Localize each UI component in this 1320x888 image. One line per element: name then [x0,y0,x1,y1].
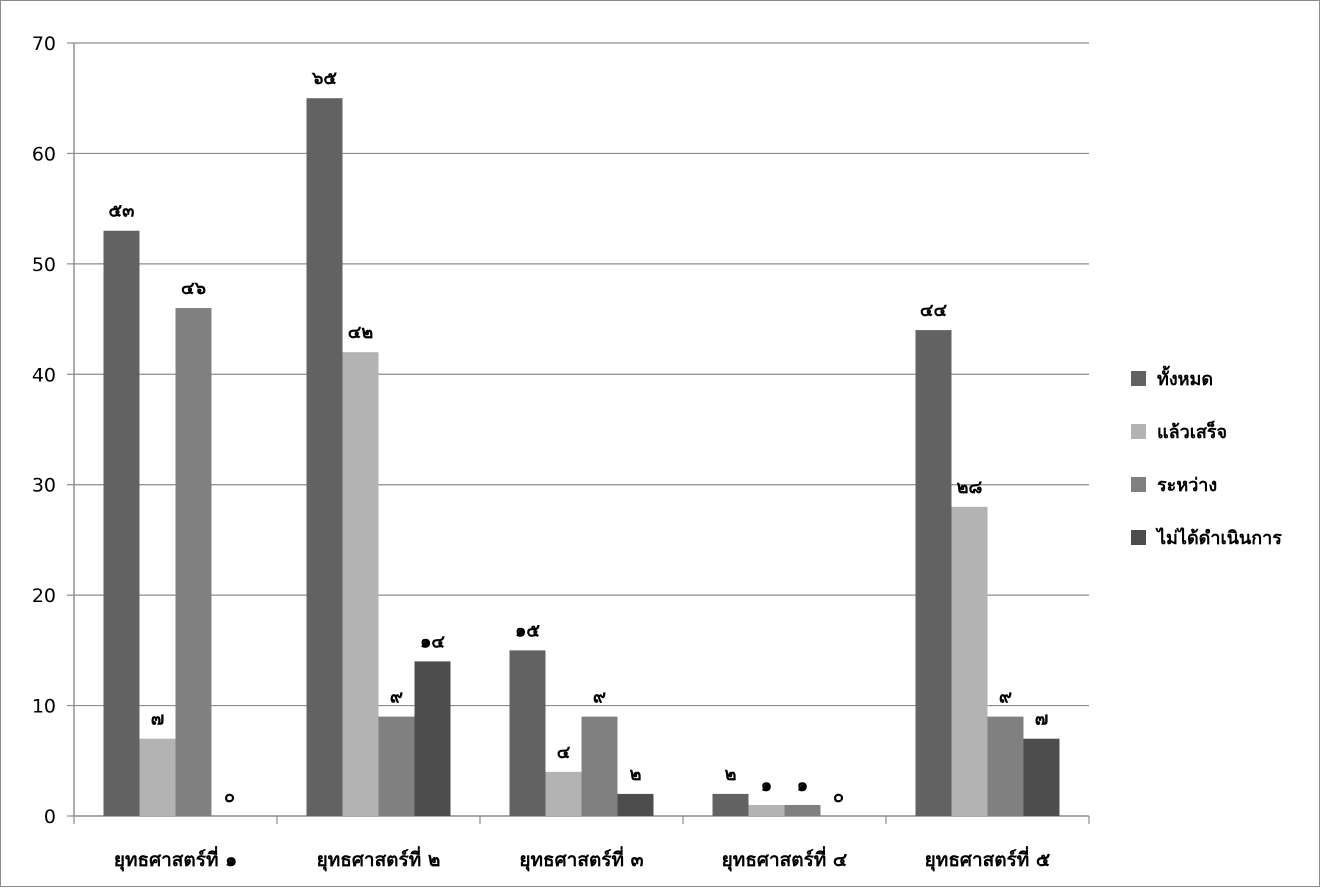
bar [103,230,140,816]
bar [545,771,582,816]
y-tick-label: 30 [32,475,56,497]
bars [103,98,1060,816]
legend-label: แล้วเสร็จ [1157,420,1227,443]
y-tick-label: 40 [32,364,56,386]
bar [509,650,546,816]
data-label: ๙ [390,687,403,708]
y-tick-label: 60 [32,143,56,165]
legend-swatch [1131,371,1146,386]
legend-label: ระหว่าง [1157,475,1217,496]
data-label: ๗ [1035,709,1049,730]
bar [784,804,821,816]
y-tick-label: 0 [44,806,56,828]
bar [915,330,952,816]
y-tick-label: 70 [32,33,56,55]
x-category-label: ยุทธศาสตร์ที่ ๒ [317,846,441,872]
bar [1023,738,1060,816]
bar [951,506,988,816]
data-label: ๑๕ [515,620,540,641]
axes: 0 10 20 30 40 50 60 70 ยุทธศาสตร์ที่ ๑ ยุทธศาสตร์… [32,33,1090,872]
y-tick-label: 10 [32,696,56,718]
bar [987,716,1024,816]
bar [139,738,176,816]
legend-label: ทั้งหมด [1157,365,1213,390]
bar [581,716,618,816]
data-label: ๙ [999,687,1012,708]
bar [378,716,415,816]
y-tick-label: 20 [32,585,56,607]
bar [306,98,343,816]
data-label: ๗ [151,709,165,730]
bar [712,793,749,816]
data-label: ๑ [797,775,808,796]
x-category-label: ยุทธศาสตร์ที่ ๔ [722,846,848,872]
x-category-label: ยุทธศาสตร์ที่ ๑ [114,846,237,872]
legend-swatch [1131,477,1146,492]
data-label: ๒๘ [957,477,983,498]
data-label: ๑๔ [420,631,445,652]
data-label: ๒ [725,764,737,785]
y-tick-label: 50 [32,254,56,276]
bar [748,804,785,816]
data-label: ๔๔ [920,300,948,321]
data-label: ๑ [761,775,772,796]
data-label: ๕๓ [109,201,135,222]
bar [342,352,379,816]
data-label: ๔ [557,742,571,763]
data-label: ๐ [224,786,235,807]
legend-label: ไม่ได้ดำเนินการ [1155,527,1282,549]
data-label: ๒ [630,764,642,785]
x-category-label: ยุทธศาสตร์ที่ ๓ [519,846,643,872]
legend-swatch [1131,530,1146,545]
bar [617,793,654,816]
legend-swatch [1131,424,1146,439]
bar [414,661,451,816]
data-label: ๙ [593,687,606,708]
data-label: ๐ [833,786,844,807]
x-category-label: ยุทธศาสตร์ที่ ๕ [925,846,1051,872]
bar [175,308,212,816]
gridlines [74,42,1089,707]
data-label: ๖๕ [311,68,337,89]
data-label: ๔๖ [181,278,206,299]
data-label: ๔๒ [348,322,374,343]
